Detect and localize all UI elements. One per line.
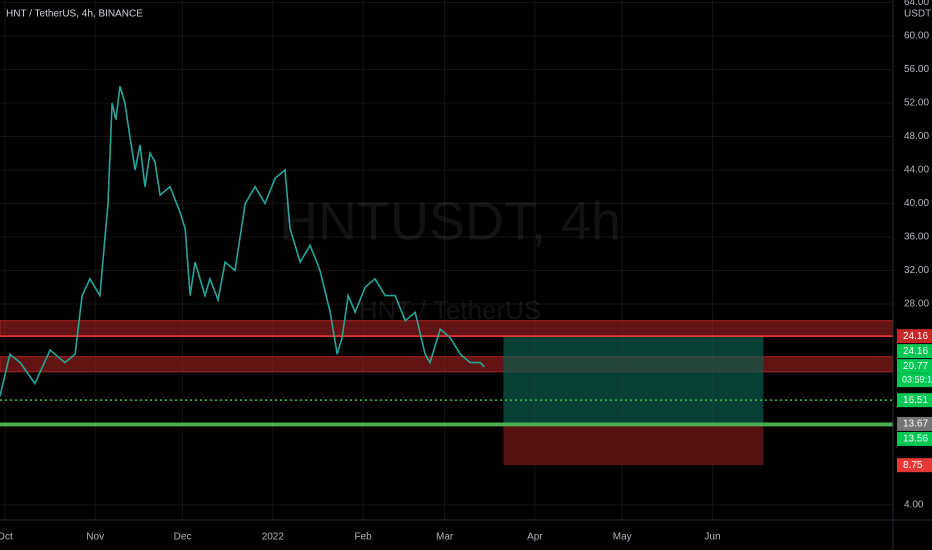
price-tag-label: 13.67	[903, 419, 928, 430]
watermark: HNTUSDT, 4h	[279, 191, 621, 251]
countdown: 03:59:1	[902, 374, 932, 384]
price-tag	[897, 329, 932, 344]
y-tick-label: 44.00	[904, 165, 929, 176]
position-loss	[503, 423, 764, 466]
y-tick-label: 52.00	[904, 98, 929, 109]
y-tick-label: 28.00	[904, 299, 929, 310]
countdown-bg	[897, 373, 932, 388]
price-tag-label: 20.77	[903, 361, 928, 372]
x-tick-label: Nov	[86, 532, 104, 543]
x-tick-label: Apr	[527, 532, 543, 543]
price-tag-label: 13.56	[903, 434, 928, 445]
price-tag	[897, 393, 932, 408]
y-tick-label: 60.00	[904, 31, 929, 42]
y-tick-label: 36.00	[904, 232, 929, 243]
y-tick-label: 40.00	[904, 198, 929, 209]
chart-title: HNT / TetherUS, 4h, BINANCE	[6, 9, 143, 20]
price-tag	[897, 458, 932, 473]
y-tick-label: 4.00	[904, 500, 924, 511]
x-tick-label: Feb	[354, 532, 372, 543]
price-tag-label: 8.75	[903, 460, 923, 471]
y-tick-label: 64.00	[904, 0, 929, 8]
x-tick-label: Dec	[174, 532, 192, 543]
currency-label: USDT	[904, 9, 931, 20]
watermark-sub: HNT / TetherUS	[359, 295, 542, 325]
price-tag	[897, 416, 932, 431]
position-profit	[503, 336, 764, 424]
price-tag-label: 24.16	[903, 346, 928, 357]
price-tag-label: 16.51	[903, 395, 928, 406]
x-tick-label: Mar	[436, 532, 454, 543]
x-tick-label: Oct	[0, 532, 13, 543]
price-line	[0, 85, 485, 397]
x-tick-label: May	[613, 532, 632, 543]
price-tag	[897, 344, 932, 359]
x-tick-label: 2022	[262, 532, 285, 543]
price-tag	[897, 431, 932, 446]
y-tick-label: 56.00	[904, 64, 929, 75]
x-tick-label: Jun	[704, 532, 720, 543]
price-tag-label: 24.16	[903, 331, 928, 342]
y-tick-label: 32.00	[904, 265, 929, 276]
price-tag	[897, 359, 932, 374]
y-tick-label: 48.00	[904, 131, 929, 142]
